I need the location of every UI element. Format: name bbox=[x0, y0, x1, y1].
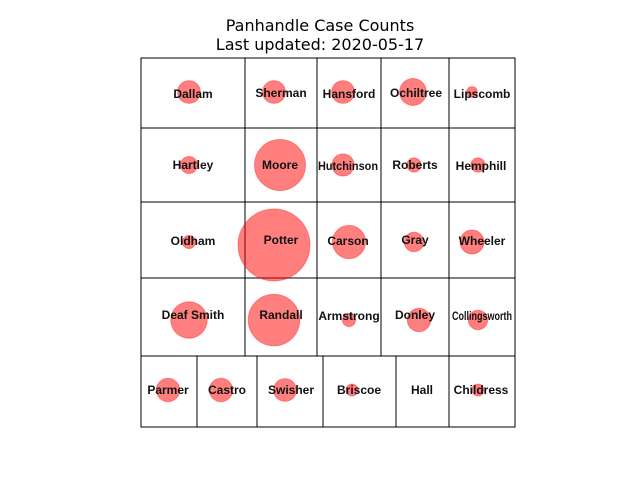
county-label-carson: Carson bbox=[327, 234, 368, 248]
county-label-donley: Donley bbox=[395, 308, 435, 322]
case-circle-sherman bbox=[262, 80, 286, 104]
case-circle-oldham bbox=[181, 234, 197, 250]
county-label-hansford: Hansford bbox=[323, 87, 376, 101]
case-circle-hemphill bbox=[470, 157, 486, 173]
county-label-childress: Childress bbox=[454, 383, 509, 397]
county-label-hemphill: Hemphill bbox=[456, 159, 507, 173]
case-circle-armstrong bbox=[341, 312, 357, 328]
case-circle-roberts bbox=[406, 157, 422, 173]
case-circle-hartley bbox=[179, 155, 199, 175]
case-circle-carson bbox=[331, 224, 367, 260]
case-circle-hutchinson bbox=[331, 153, 355, 177]
map-frame bbox=[140, 57, 516, 428]
case-circle-castro bbox=[208, 377, 234, 403]
case-circle-parmer bbox=[155, 377, 181, 403]
county-label-gray: Gray bbox=[401, 233, 429, 247]
county-label-potter: Potter bbox=[264, 233, 299, 247]
county-label-lipscomb: Lipscomb bbox=[454, 87, 511, 101]
case-circle-moore bbox=[253, 138, 307, 192]
county-label-parmer: Parmer bbox=[147, 383, 189, 397]
case-circle-childress bbox=[471, 383, 485, 397]
county-label-oldham: Oldham bbox=[171, 234, 216, 248]
county-label-hall: Hall bbox=[411, 383, 433, 397]
map-subtitle: Last updated: 2020-05-17 bbox=[215, 35, 425, 54]
case-circle-wheeler bbox=[459, 229, 485, 255]
county-label-castro: Castro bbox=[208, 383, 246, 397]
case-circle-ochiltree bbox=[399, 78, 427, 106]
county-label-randall: Randall bbox=[259, 308, 302, 322]
map-title: Panhandle Case Counts bbox=[225, 16, 415, 35]
case-circle-deaf-smith bbox=[170, 301, 208, 339]
case-circle-hansford bbox=[331, 80, 355, 104]
case-circle-briscoe bbox=[345, 383, 359, 397]
case-circle-lipscomb bbox=[466, 86, 478, 98]
case-circle-potter bbox=[237, 208, 311, 282]
county-label-hartley: Hartley bbox=[173, 158, 214, 172]
county-label-armstrong: Armstrong bbox=[318, 309, 379, 323]
county-label-roberts: Roberts bbox=[392, 158, 438, 172]
case-circle-donley bbox=[406, 307, 432, 333]
county-label-sherman: Sherman bbox=[255, 86, 306, 100]
county-label-hutchinson: Hutchinson bbox=[318, 159, 378, 173]
county-label-ochiltree: Ochiltree bbox=[390, 86, 442, 100]
county-label-moore: Moore bbox=[262, 158, 298, 172]
case-circle-randall bbox=[247, 293, 301, 347]
county-label-briscoe: Briscoe bbox=[337, 383, 381, 397]
case-circle-gray bbox=[403, 231, 425, 253]
county-label-collingsworth: Collingsworth bbox=[452, 309, 512, 323]
county-label-deaf-smith: Deaf Smith bbox=[162, 308, 225, 322]
county-label-wheeler: Wheeler bbox=[459, 234, 506, 248]
county-label-dallam: Dallam bbox=[173, 87, 212, 101]
case-circle-collingsworth bbox=[467, 309, 489, 331]
case-circle-dallam bbox=[177, 80, 201, 104]
case-circle-swisher bbox=[273, 378, 297, 402]
county-label-swisher: Swisher bbox=[268, 383, 314, 397]
